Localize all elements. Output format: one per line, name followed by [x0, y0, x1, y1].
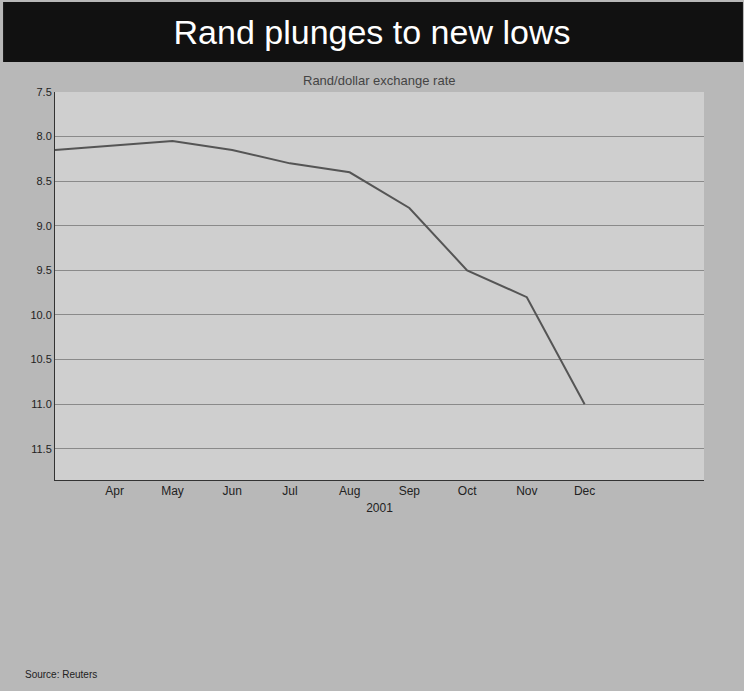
svg-text:10.5: 10.5 — [30, 353, 51, 365]
svg-text:Jun: Jun — [223, 484, 242, 498]
svg-text:9.5: 9.5 — [37, 264, 52, 276]
svg-text:May: May — [161, 484, 184, 498]
svg-text:Aug: Aug — [339, 484, 360, 498]
svg-text:Sep: Sep — [399, 484, 421, 498]
svg-text:Rand/dollar exchange rate: Rand/dollar exchange rate — [303, 73, 456, 88]
svg-text:Source: Reuters: Source: Reuters — [25, 669, 97, 680]
svg-text:2001: 2001 — [366, 501, 393, 515]
svg-text:8.5: 8.5 — [37, 175, 52, 187]
svg-text:11.0: 11.0 — [31, 398, 52, 410]
svg-text:9.0: 9.0 — [37, 220, 52, 232]
svg-text:8.0: 8.0 — [37, 130, 52, 142]
svg-text:7.5: 7.5 — [37, 86, 52, 98]
svg-text:Jul: Jul — [282, 484, 297, 498]
svg-text:Oct: Oct — [458, 484, 477, 498]
svg-text:Rand plunges to new lows: Rand plunges to new lows — [174, 13, 571, 51]
svg-text:Apr: Apr — [105, 484, 124, 498]
svg-text:Dec: Dec — [574, 484, 595, 498]
svg-text:10.0: 10.0 — [30, 309, 51, 321]
svg-text:11.5: 11.5 — [31, 443, 52, 455]
svg-text:Nov: Nov — [516, 484, 537, 498]
